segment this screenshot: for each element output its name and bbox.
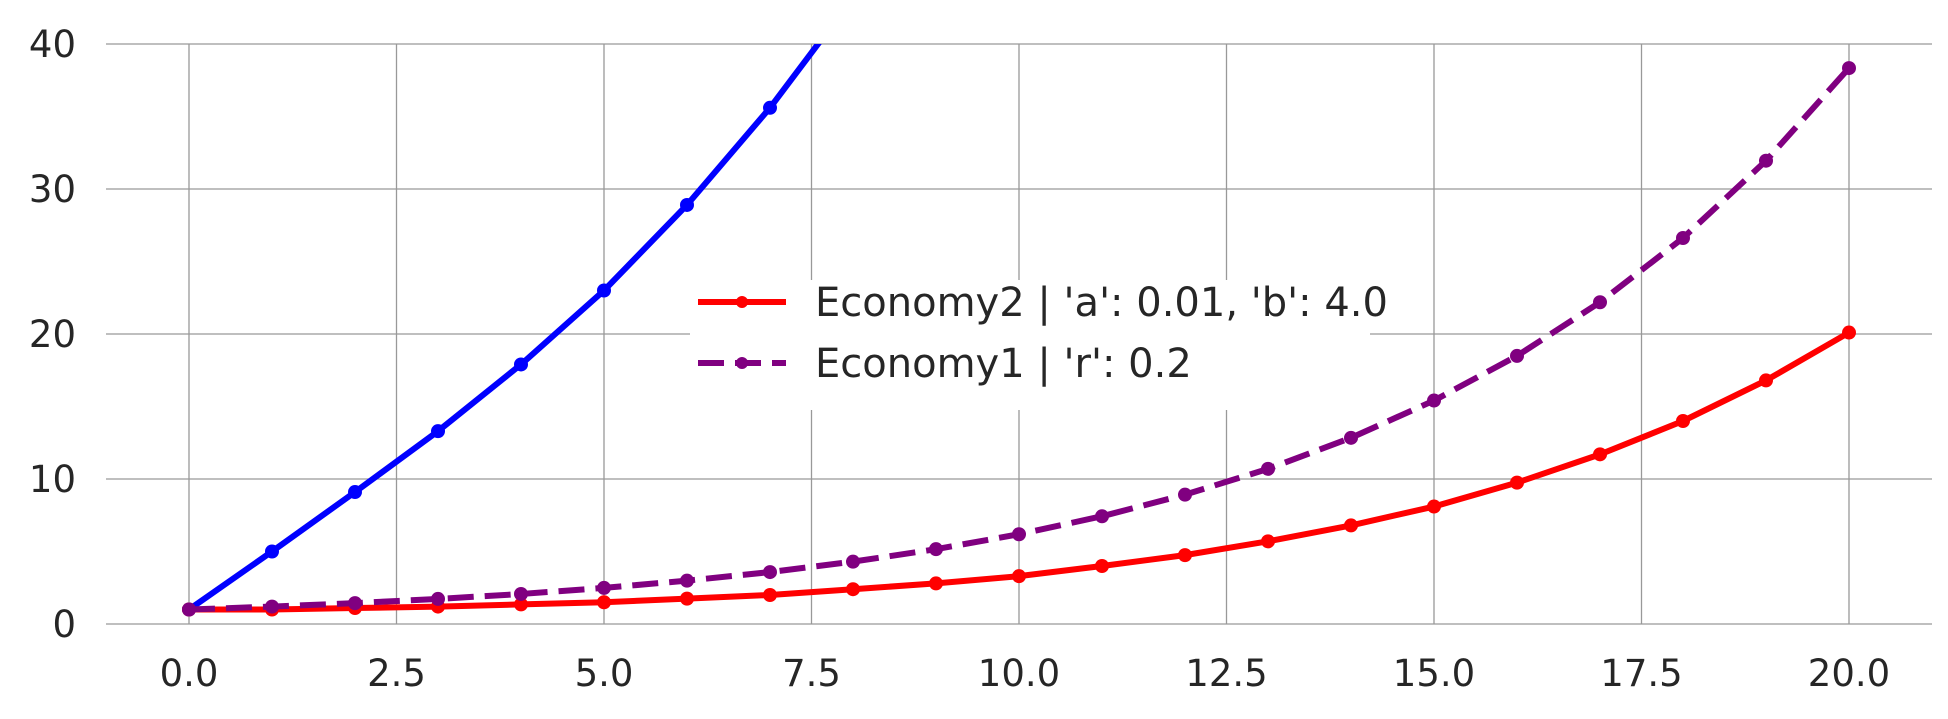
series-point-0 bbox=[763, 100, 777, 115]
series-point-1 bbox=[1427, 499, 1441, 514]
tick-labels: 0.0 2.5 5.0 7.5 10.0 12.5 15.0 17.5 20.0 0 10 20 30 4… bbox=[29, 23, 1890, 695]
series-point-2 bbox=[763, 565, 777, 580]
series-point-0 bbox=[265, 544, 279, 559]
series-point-2 bbox=[1012, 527, 1026, 542]
series-point-1 bbox=[1178, 548, 1192, 563]
series-point-0 bbox=[431, 424, 445, 439]
x-tick-label: 0.0 bbox=[160, 652, 219, 695]
series-point-0 bbox=[348, 485, 362, 500]
series-lines bbox=[182, 0, 1856, 617]
x-tick-label: 12.5 bbox=[1185, 652, 1267, 695]
grid bbox=[106, 43, 1932, 625]
series-point-1 bbox=[680, 591, 694, 606]
series-point-1 bbox=[1012, 569, 1026, 584]
series-point-2 bbox=[1842, 61, 1856, 76]
y-tick-label: 0 bbox=[52, 603, 76, 646]
series-point-0 bbox=[846, 0, 860, 5]
legend-label-economy1: Economy1 | 'r': 0.2 bbox=[815, 341, 1192, 387]
series-point-1 bbox=[929, 576, 943, 591]
series-point-1 bbox=[1510, 475, 1524, 490]
x-tick-label: 15.0 bbox=[1393, 652, 1475, 695]
series-point-1 bbox=[1344, 518, 1358, 533]
series-point-2 bbox=[680, 573, 694, 588]
series-point-1 bbox=[1759, 373, 1773, 388]
series-point-1 bbox=[1095, 559, 1109, 573]
series-point-0 bbox=[514, 357, 528, 372]
series-point-2 bbox=[1593, 295, 1607, 310]
series-point-2 bbox=[1178, 487, 1192, 502]
series-point-2 bbox=[1344, 430, 1358, 445]
y-tick-label: 10 bbox=[29, 458, 76, 501]
legend-marker-economy1 bbox=[736, 357, 748, 369]
series-point-2 bbox=[431, 591, 445, 606]
series-point-2 bbox=[1759, 153, 1773, 168]
series-point-2 bbox=[1510, 348, 1524, 363]
series-point-1 bbox=[1261, 534, 1275, 549]
y-tick-label: 20 bbox=[29, 313, 76, 356]
series-point-2 bbox=[514, 586, 528, 601]
y-tick-label: 30 bbox=[29, 168, 76, 211]
series-point-2 bbox=[597, 580, 611, 595]
y-tick-label: 40 bbox=[29, 23, 76, 66]
series-point-2 bbox=[1427, 393, 1441, 408]
x-tick-label: 17.5 bbox=[1600, 652, 1682, 695]
series-point-1 bbox=[514, 597, 528, 612]
legend-marker-economy2 bbox=[736, 296, 748, 308]
legend-background bbox=[690, 280, 1370, 410]
series-point-0 bbox=[680, 197, 694, 212]
series-point-2 bbox=[348, 596, 362, 611]
series-point-1 bbox=[1676, 414, 1690, 428]
series-point-2 bbox=[1261, 461, 1275, 476]
series-point-2 bbox=[929, 542, 943, 557]
x-tick-label: 5.0 bbox=[575, 652, 634, 695]
series-point-1 bbox=[763, 588, 777, 602]
series-point-2 bbox=[182, 602, 196, 617]
legend: Economy2 | 'a': 0.01, 'b': 4.0 Economy1 … bbox=[690, 280, 1388, 410]
series-point-1 bbox=[1593, 447, 1607, 462]
series-point-2 bbox=[1676, 231, 1690, 246]
x-tick-label: 20.0 bbox=[1808, 652, 1890, 695]
x-tick-label: 7.5 bbox=[782, 652, 841, 695]
series-point-2 bbox=[846, 554, 860, 569]
x-tick-label: 2.5 bbox=[367, 652, 426, 695]
series-point-1 bbox=[846, 582, 860, 597]
series-point-2 bbox=[265, 599, 279, 614]
series-point-1 bbox=[1842, 325, 1856, 340]
legend-label-economy2: Economy2 | 'a': 0.01, 'b': 4.0 bbox=[815, 280, 1388, 326]
series-point-1 bbox=[597, 595, 611, 610]
series-point-2 bbox=[1095, 509, 1109, 524]
x-tick-label: 10.0 bbox=[978, 652, 1060, 695]
series-point-0 bbox=[597, 283, 611, 298]
